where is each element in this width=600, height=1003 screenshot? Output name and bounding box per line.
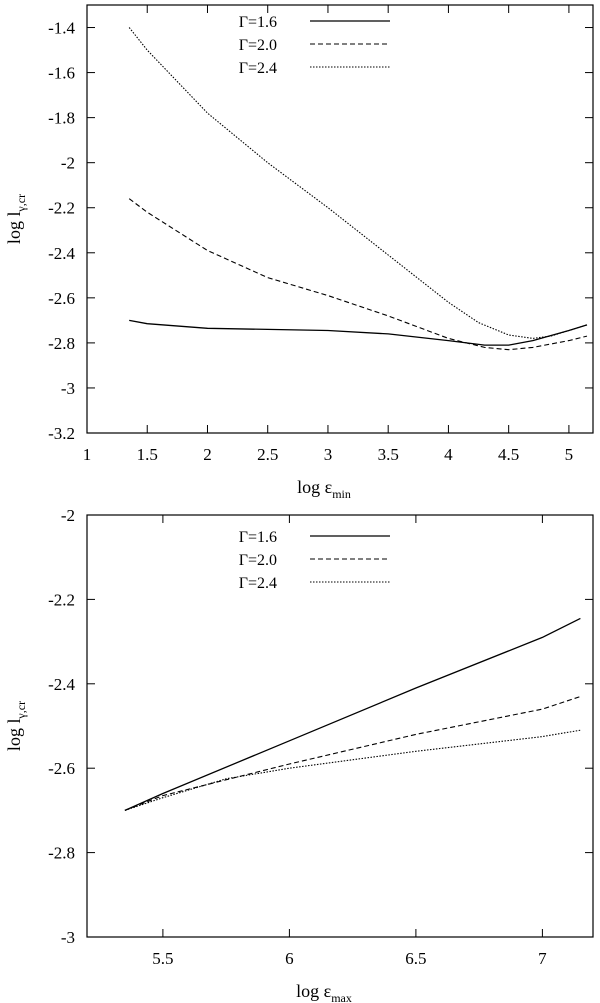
x-tick-label: 6.5: [405, 949, 426, 968]
x-tick-label: 3: [324, 445, 333, 464]
y-tick-label: -3: [61, 928, 75, 947]
x-axis-label-main: log ε: [297, 477, 333, 497]
y-tick-label: -2.6: [48, 759, 75, 778]
series-line-3: [128, 27, 588, 339]
series-line-3: [124, 729, 581, 811]
series-line-1: [124, 617, 581, 811]
x-tick-label: 3.5: [378, 445, 399, 464]
y-tick-label: -1.4: [48, 19, 75, 38]
x-tick-label: 1: [83, 445, 92, 464]
x-tick-label: 5: [565, 445, 574, 464]
legend-label: Γ=1.6: [239, 14, 277, 31]
y-tick-label: -2: [61, 506, 75, 525]
y-tick-label: -3.2: [48, 424, 75, 443]
y-tick-label: -1.8: [48, 109, 75, 128]
x-axis-label-subscript: max: [331, 991, 352, 1003]
x-tick-label: 7: [538, 949, 547, 968]
series-line-1: [129, 319, 588, 346]
chart-panel-emin: 1 1.5 2 2.5 3 3.5 4 4.5 5 -3.2 -3 -2.8 -2.6 -2.4 -2.2 -…: [4, 4, 594, 501]
chart-panel-emax: 5.5 6 6.5 7 -3 -2.8 -2.6 -2.4 -2.2 -2 Γ=1.6 Γ=2.0 Γ=…: [4, 506, 594, 1003]
legend-label: Γ=2.0: [239, 37, 277, 54]
plot-frame: [86, 514, 594, 938]
y-tick-label: -2.2: [48, 590, 75, 609]
y-axis-label: log lγ,cr: [4, 701, 28, 751]
y-axis-label-subscript: γ,cr: [14, 194, 28, 213]
legend-label: Γ=2.4: [239, 60, 277, 77]
y-tick-label: -2.8: [48, 844, 75, 863]
y-tick-label: -2: [61, 154, 75, 173]
x-tick-label: 5.5: [152, 949, 173, 968]
y-tick-label: -3: [61, 379, 75, 398]
y-axis-label: log lγ,cr: [4, 194, 28, 244]
x-axis-label-subscript: min: [332, 487, 351, 501]
y-tick-label: -1.6: [48, 64, 75, 83]
y-tick-label: -2.4: [48, 244, 75, 263]
x-tick-label: 6: [285, 949, 294, 968]
y-tick-label: -2.4: [48, 675, 75, 694]
legend-label: Γ=2.4: [239, 575, 277, 592]
y-tick-label: -2.2: [48, 199, 75, 218]
x-tick-label: 4.5: [498, 445, 519, 464]
series-line-2: [128, 198, 588, 351]
x-axis-label-main: log ε: [296, 981, 332, 1001]
x-tick-label: 2: [203, 445, 212, 464]
y-tick-label: -2.6: [48, 289, 75, 308]
x-tick-label: 1.5: [137, 445, 158, 464]
legend-label: Γ=1.6: [239, 529, 277, 546]
plot-frame: [86, 4, 594, 434]
legend-label: Γ=2.0: [239, 552, 277, 569]
x-axis-label: log εmax: [296, 981, 352, 1003]
x-tick-label: 2.5: [257, 445, 278, 464]
y-axis-label-main: log l: [4, 719, 24, 752]
x-tick-label: 4: [444, 445, 453, 464]
y-axis-label-main: log l: [4, 212, 24, 245]
x-axis-label: log εmin: [297, 477, 351, 501]
y-axis-label-subscript: γ,cr: [14, 701, 28, 720]
series-line-2: [124, 695, 581, 811]
y-tick-label: -2.8: [48, 334, 75, 353]
